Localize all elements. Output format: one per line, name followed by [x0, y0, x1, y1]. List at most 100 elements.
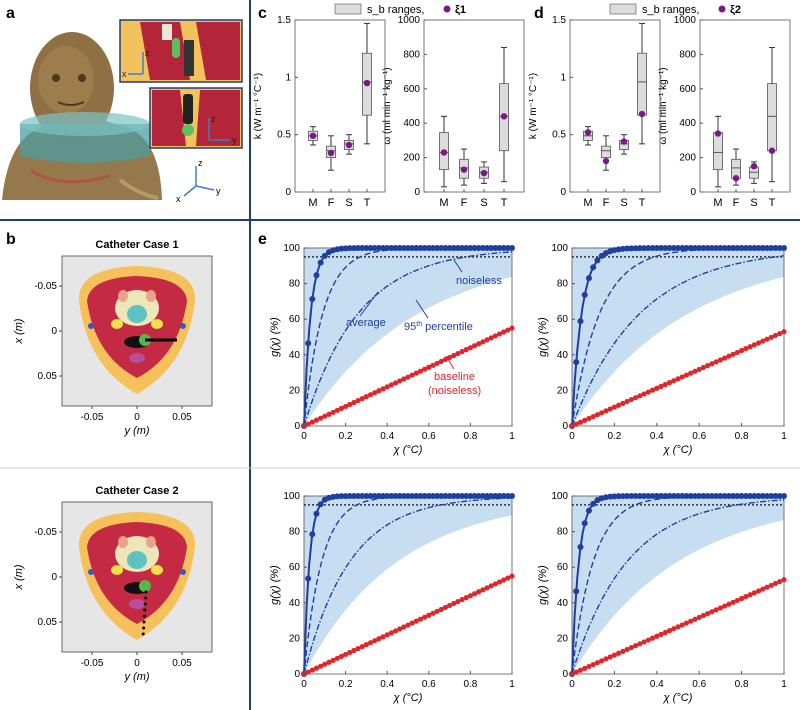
noiseless-marker	[751, 493, 758, 499]
baseline-marker	[322, 661, 328, 667]
noiseless-marker	[742, 245, 749, 251]
inset-coronal-view: z y	[149, 87, 243, 149]
noiseless-marker	[500, 245, 507, 251]
slice-ylabel: x (m)	[13, 318, 25, 344]
baseline-marker	[397, 378, 403, 384]
noiseless-marker	[713, 245, 720, 252]
noiseless-marker	[700, 245, 707, 252]
noiseless-marker	[413, 245, 420, 252]
fat-left	[118, 536, 128, 548]
ytick-label: 20	[289, 633, 301, 644]
baseline-marker	[628, 396, 634, 403]
baseline-marker	[751, 342, 757, 348]
noiseless-marker	[496, 493, 503, 499]
noiseless-marker	[429, 245, 436, 251]
slice-ytick-label: 0	[51, 326, 57, 337]
noiseless-marker	[417, 245, 424, 251]
noiseless-marker	[321, 252, 328, 259]
xtick-label: 1	[781, 431, 787, 442]
noiseless-marker	[425, 245, 432, 251]
noiseless-marker	[367, 245, 374, 252]
baseline-marker	[582, 665, 588, 671]
noiseless-marker	[305, 575, 312, 582]
slice-ylabel: x (m)	[13, 564, 25, 590]
noiseless-marker	[772, 493, 779, 499]
noiseless-marker	[434, 493, 441, 499]
noiseless-marker	[429, 493, 436, 499]
noiseless-marker	[305, 340, 312, 347]
xtick-label: 0	[569, 679, 575, 690]
baseline-marker	[726, 601, 732, 607]
noiseless-marker	[400, 245, 407, 252]
legend-box-swatch	[609, 3, 637, 15]
noiseless-marker	[388, 245, 395, 252]
triad-axis-x: x	[176, 194, 181, 204]
plot-frame	[294, 19, 386, 193]
noiseless-marker	[384, 493, 391, 500]
noiseless-marker	[759, 493, 766, 499]
panel-label-d: d	[534, 5, 544, 22]
y-axis-label: k (W m⁻¹ °C⁻¹)	[253, 73, 264, 139]
baseline-marker	[603, 408, 609, 414]
noiseless-marker	[645, 493, 652, 500]
baseline-marker	[509, 325, 515, 331]
box-iqr	[767, 83, 777, 152]
noiseless-marker	[488, 493, 495, 499]
baseline-marker	[505, 327, 511, 333]
xtick-label: S	[750, 197, 757, 209]
box-iqr	[601, 145, 611, 158]
noiseless-marker	[317, 259, 324, 266]
xtick-label: F	[733, 197, 740, 209]
noiseless-marker	[747, 493, 754, 499]
baseline-marker	[392, 628, 399, 634]
baseline-marker	[447, 602, 453, 609]
noiseless-marker	[670, 245, 677, 252]
baseline-marker	[594, 412, 601, 418]
baseline-marker	[376, 388, 382, 394]
baseline-marker	[705, 611, 711, 617]
baseline-marker	[476, 341, 482, 347]
noiseless-marker	[628, 493, 635, 500]
baseline-marker	[573, 669, 579, 675]
noiseless-marker	[371, 493, 378, 500]
noiseless-marker	[700, 493, 707, 499]
baseline-marker	[671, 626, 677, 632]
gland-left	[111, 565, 123, 575]
noiseless-marker	[738, 245, 745, 251]
noiseless-marker	[454, 493, 461, 499]
noiseless-marker	[417, 493, 424, 499]
ytick-label: 1	[285, 72, 291, 83]
fat-right	[146, 536, 156, 548]
baseline-marker	[747, 344, 753, 350]
baseline-marker	[658, 631, 664, 637]
xtick-label: 1	[509, 679, 515, 690]
noiseless-marker	[772, 245, 779, 251]
legend-box-label: s_b ranges,	[367, 4, 424, 16]
noiseless-marker	[717, 493, 724, 499]
fat-right	[146, 290, 156, 302]
baseline-marker	[675, 376, 681, 382]
noiseless-marker	[346, 493, 353, 500]
noiseless-marker	[496, 245, 503, 251]
noiseless-marker	[350, 493, 357, 500]
legend-box-swatch	[334, 3, 362, 15]
baseline-marker	[620, 648, 626, 654]
charts-layer: 00.511.5k (W m⁻¹ °C⁻¹)M F S Ts_b ranges, ξ10…	[253, 3, 791, 704]
baseline-marker	[401, 376, 407, 382]
airway	[127, 305, 147, 323]
baseline-marker	[313, 417, 320, 423]
noiseless-marker	[421, 245, 428, 251]
ytick-label: 0	[414, 187, 420, 198]
noiseless-marker	[425, 493, 432, 499]
noiseless-marker	[704, 245, 711, 252]
slice-xtick-label: -0.05	[81, 412, 104, 423]
baseline-marker	[717, 605, 724, 611]
noiseless-marker	[509, 245, 515, 251]
ytick-label: 20	[557, 385, 569, 396]
baseline-marker	[777, 330, 783, 337]
baseline-marker	[751, 590, 757, 596]
baseline-marker	[480, 339, 486, 345]
baseline-marker	[322, 413, 328, 419]
noiseless-marker	[484, 493, 491, 499]
noiseless-marker	[492, 493, 499, 499]
